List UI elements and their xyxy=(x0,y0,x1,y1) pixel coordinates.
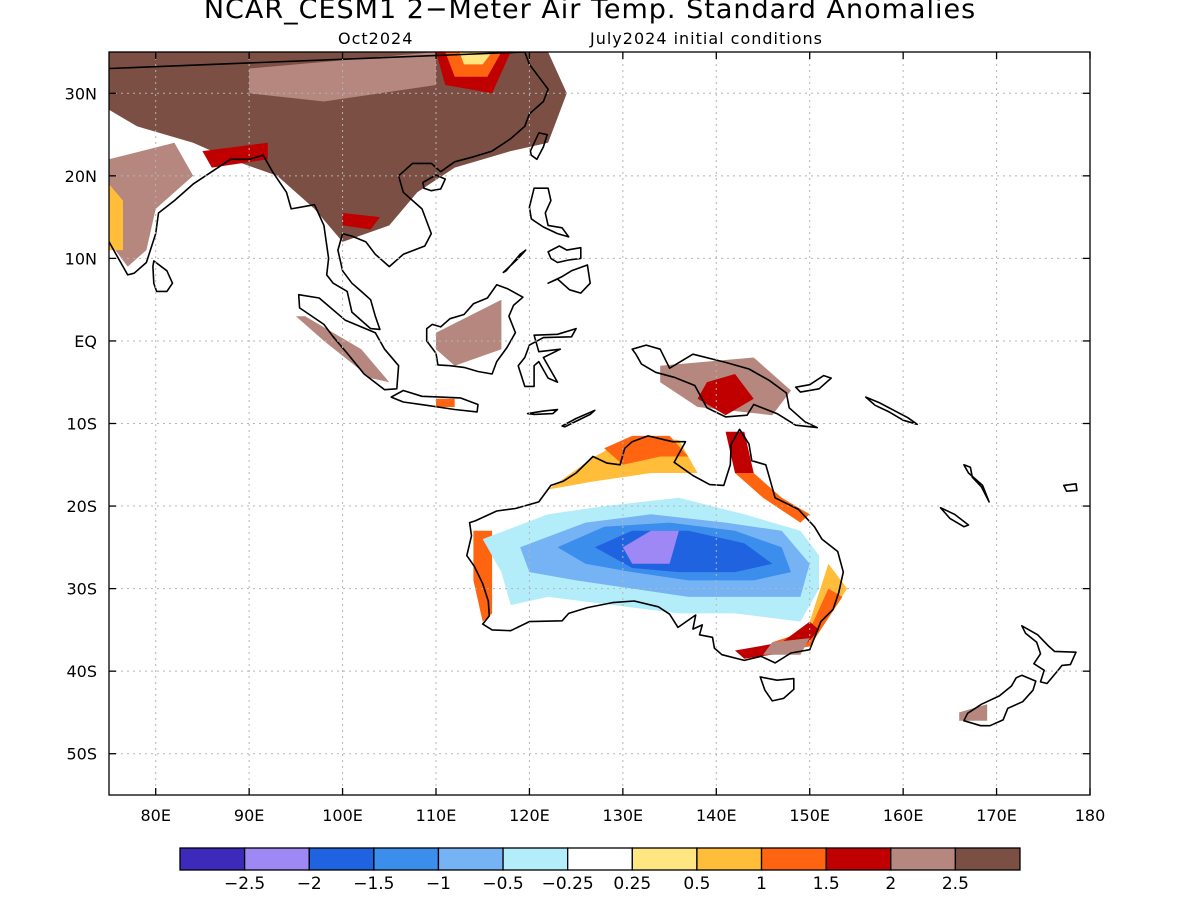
colorbar-label: −2.5 xyxy=(224,874,265,894)
colorbar-label: 0.5 xyxy=(683,874,710,894)
coastline-nz-north xyxy=(1020,624,1077,685)
colorbar-label: 1 xyxy=(756,874,767,894)
anomaly-region-india-east-orange xyxy=(109,184,123,251)
anomaly-region-aus-purple xyxy=(622,530,679,564)
anomaly-region-aus-se-orange xyxy=(763,588,843,655)
lat-tick-label: 30N xyxy=(65,84,97,103)
lon-tick-label: 150E xyxy=(789,806,830,825)
anomaly-region-sumatra-pink xyxy=(295,316,390,383)
anomaly-region-indochina-red xyxy=(342,213,380,230)
coastline-nz-south xyxy=(963,674,1037,727)
coastline-fiji xyxy=(1063,482,1078,493)
coastline-tasmania xyxy=(759,676,795,702)
colorbar-swatch xyxy=(696,847,763,871)
gridlines xyxy=(109,52,1090,795)
lon-tick-label: 180 xyxy=(1075,806,1106,825)
axis-ticks xyxy=(109,52,1091,795)
colorbar-label: 0.25 xyxy=(613,874,651,894)
lat-tick-label: 30S xyxy=(66,580,97,599)
colorbar-label: −0.5 xyxy=(482,874,523,894)
colorbar-label: 1.5 xyxy=(813,874,840,894)
coastline-new-guinea xyxy=(631,344,819,429)
lon-tick-label: 80E xyxy=(140,806,170,825)
colorbar-swatch xyxy=(243,847,310,871)
coastline-java xyxy=(390,389,479,413)
coastline-sri-lanka xyxy=(152,260,174,293)
anomaly-region-borneo-pink xyxy=(436,299,502,366)
coastline-layer xyxy=(109,52,1078,727)
initial-conditions-label: July2024 initial conditions xyxy=(590,29,823,48)
lat-tick-label: 40S xyxy=(66,662,97,681)
colorbar-label: −0.25 xyxy=(542,874,594,894)
coastline-vanuatu xyxy=(963,463,990,503)
coastline-palawan xyxy=(502,249,527,274)
lon-tick-label: 140E xyxy=(696,806,737,825)
coastline-flores xyxy=(526,408,559,416)
colorbar-swatch xyxy=(373,847,440,871)
colorbar-swatch xyxy=(502,847,569,871)
anomaly-region-aus-north-red xyxy=(604,435,689,465)
anomaly-region-aus-se-pink xyxy=(763,638,810,655)
colorbar-swatch xyxy=(760,847,827,871)
coastline-mindanao xyxy=(547,264,592,294)
colorbar-label: −1 xyxy=(426,874,451,894)
coastline-sulawesi xyxy=(517,327,577,388)
colorbar-swatch xyxy=(631,847,698,871)
coastline-asia-mainland-coast xyxy=(109,52,549,331)
colorbar-swatch xyxy=(437,847,504,871)
anomaly-region-asia-hot-yellow xyxy=(459,52,493,65)
anomaly-region-java-orange xyxy=(436,398,455,407)
lat-tick-label: 20N xyxy=(65,167,97,186)
anomaly-region-aus-east-orange xyxy=(781,563,848,647)
lon-tick-label: 160E xyxy=(883,806,924,825)
colorbar-swatch xyxy=(308,847,375,871)
axis-labels: 30N 20N 10N EQ 10S 20S 30S 40S 50S 80E 90E 100E 110E… xyxy=(65,84,1106,825)
colorbar-label: −1.5 xyxy=(353,874,394,894)
anomaly-region-bay-red xyxy=(202,142,268,168)
colorbar-swatch xyxy=(179,847,246,871)
lat-tick-label: 50S xyxy=(66,745,97,764)
lon-tick-label: 120E xyxy=(509,806,550,825)
coastline-taiwan xyxy=(529,132,549,161)
colorbar-label: −2 xyxy=(297,874,322,894)
lon-tick-label: 100E xyxy=(322,806,363,825)
colorbar-label: 2 xyxy=(885,874,896,894)
coastline-hainan xyxy=(422,174,447,192)
lon-tick-label: 110E xyxy=(416,806,457,825)
lat-tick-label: 10S xyxy=(66,415,97,434)
forecast-month: Oct2024 xyxy=(338,29,414,48)
lat-tick-label: EQ xyxy=(74,332,97,351)
map-title: NCAR_CESM1 2−Meter Air Temp. Standard An… xyxy=(203,0,977,25)
coastline-australia xyxy=(465,428,845,664)
lat-tick-label: 10N xyxy=(65,249,97,268)
colorbar-label: 2.5 xyxy=(942,874,969,894)
colorbar-swatch xyxy=(825,847,892,871)
colorbar-swatch xyxy=(954,847,1021,871)
coastline-luzon xyxy=(528,187,570,238)
anomaly-fill-layer xyxy=(109,52,988,721)
lat-tick-label: 20S xyxy=(66,497,97,516)
anomaly-region-asia-brown xyxy=(109,52,567,242)
coastline-new-caledonia xyxy=(939,506,970,528)
coastline-borneo xyxy=(425,283,524,375)
colorbar-swatch xyxy=(890,847,957,871)
lon-tick-label: 170E xyxy=(976,806,1017,825)
anomaly-region-png-red xyxy=(697,374,754,416)
lon-tick-label: 130E xyxy=(603,806,644,825)
anomaly-region-aus-ne-orange xyxy=(735,473,810,523)
coastline-visayas xyxy=(547,245,582,264)
coastline-new-britain xyxy=(794,374,833,393)
coastline-timor xyxy=(561,409,596,428)
coastline-solomon-is xyxy=(864,396,919,426)
coastline-sumatra xyxy=(297,293,400,391)
anomaly-region-india-pink xyxy=(109,142,194,267)
colorbar: −2.5 −2 −1.5 −1 −0.5 −0.25 0.25 0.5 1 1.5 2 2.5 xyxy=(179,847,1021,894)
colorbar-swatch xyxy=(567,847,633,871)
lon-tick-label: 90E xyxy=(234,806,264,825)
